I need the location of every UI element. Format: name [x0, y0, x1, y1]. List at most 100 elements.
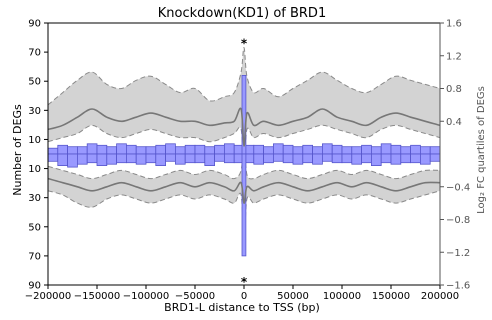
bar-down: [361, 153, 372, 164]
bar-down: [292, 153, 304, 165]
x-axis-title: BRD1-L distance to TSS (bp): [164, 301, 320, 314]
x-tick-label: −150000: [74, 291, 121, 302]
bar-down: [126, 153, 137, 164]
significance-marker: *: [241, 275, 248, 289]
bar-down: [429, 153, 441, 162]
bar-up: [292, 146, 304, 155]
x-tick-label: −50000: [175, 291, 215, 302]
x-tick-label: −100000: [123, 291, 170, 302]
bar-down: [67, 153, 78, 168]
y-left-tick-label: 50: [28, 222, 41, 233]
bar-up: [96, 144, 108, 155]
x-tick-label: −200000: [25, 291, 72, 302]
bar-up: [204, 146, 216, 155]
bar-down: [204, 153, 216, 167]
x-tick-label: 50000: [277, 291, 309, 302]
fc-up-median-line: [47, 107, 441, 147]
bar-up: [86, 143, 98, 155]
bar-up: [410, 144, 421, 155]
bar-up: [67, 146, 78, 155]
bar-up: [282, 144, 294, 155]
y-right-tick-label: −1.6: [446, 281, 470, 292]
bar-down: [86, 153, 98, 164]
bar-down: [419, 153, 431, 165]
bar-up: [57, 144, 68, 155]
bar-up: [155, 144, 167, 155]
x-tick-label: 100000: [323, 291, 361, 302]
chart-title: Knockdown(KD1) of BRD1: [158, 6, 326, 21]
y-left-tick-label: 10: [28, 135, 41, 146]
bar-up: [135, 146, 147, 155]
bar-up: [145, 146, 157, 155]
bar-down: [96, 153, 108, 167]
bar-down: [214, 153, 225, 162]
y-right-tick-label: 1.2: [446, 51, 462, 62]
bar-up: [390, 144, 402, 155]
y-right-tick-label: 1.6: [446, 19, 462, 30]
bar-down: [77, 153, 88, 165]
bar-up: [184, 144, 196, 155]
center-bar-down: [241, 153, 247, 257]
bar-down: [47, 153, 59, 162]
bar-up: [321, 143, 333, 155]
bar-up: [429, 146, 441, 155]
x-tick-label: 200000: [421, 291, 459, 302]
bar-up: [194, 144, 206, 155]
bar-up: [331, 144, 343, 155]
bar-up: [361, 144, 372, 155]
bar-up: [370, 146, 382, 155]
y-right-tick-label: 0.4: [446, 117, 462, 128]
y-left-tick-label: 50: [28, 77, 41, 88]
bar-up: [223, 143, 235, 155]
bar-down: [145, 153, 157, 164]
bar-up: [174, 146, 186, 155]
bar-down: [302, 153, 313, 164]
bar-down: [380, 153, 392, 164]
bar-down: [184, 153, 196, 164]
bar-down: [165, 153, 176, 162]
significance-marker: *: [241, 36, 248, 50]
y-left-tick-label: 90: [28, 281, 41, 292]
bars-layer: [47, 75, 441, 257]
bar-down: [282, 153, 294, 164]
y-left-tick-label: 90: [28, 19, 41, 30]
x-tick-label: 0: [241, 291, 247, 302]
y-right-tick-label: 0.8: [446, 84, 462, 95]
y-right-axis-title: Log₂ FC quartiles of DEGs: [476, 86, 487, 214]
bar-down: [410, 153, 421, 164]
bar-down: [341, 153, 353, 164]
y-left-tick-label: 30: [28, 193, 41, 204]
bar-down: [263, 153, 274, 164]
fc-down-median-line: [47, 177, 441, 204]
bar-down: [194, 153, 206, 164]
fc-up-band-upper-edge: [47, 47, 441, 106]
bar-up: [341, 146, 353, 155]
bar-up: [116, 143, 127, 155]
bar-down: [223, 153, 235, 164]
bar-up: [77, 146, 88, 155]
y-left-tick-label: 10: [28, 164, 41, 175]
y-left-axis-title: Number of DEGs: [11, 104, 24, 196]
bar-up: [351, 146, 362, 155]
bar-down: [400, 153, 411, 164]
y-left-tick-label: 30: [28, 106, 41, 117]
bar-down: [57, 153, 68, 167]
y-left-tick-label: 70: [28, 48, 41, 59]
markers-layer: **: [241, 36, 248, 289]
bar-down: [331, 153, 343, 164]
bar-up: [302, 144, 313, 155]
bar-down: [272, 153, 284, 162]
bar-up: [263, 146, 274, 155]
bar-up: [312, 146, 323, 155]
fc-down-band-lower-edge: [47, 190, 441, 245]
fc-lines-layer: [47, 107, 441, 204]
bar-down: [351, 153, 362, 165]
bar-up: [126, 144, 137, 155]
bar-up: [253, 144, 265, 155]
bar-down: [174, 153, 186, 165]
bar-up: [214, 144, 225, 155]
bar-down: [116, 153, 127, 164]
ticks-layer: −200000 −150000 −100000 −50000 0 50000 100000 1…: [25, 19, 471, 303]
bar-down: [106, 153, 118, 165]
